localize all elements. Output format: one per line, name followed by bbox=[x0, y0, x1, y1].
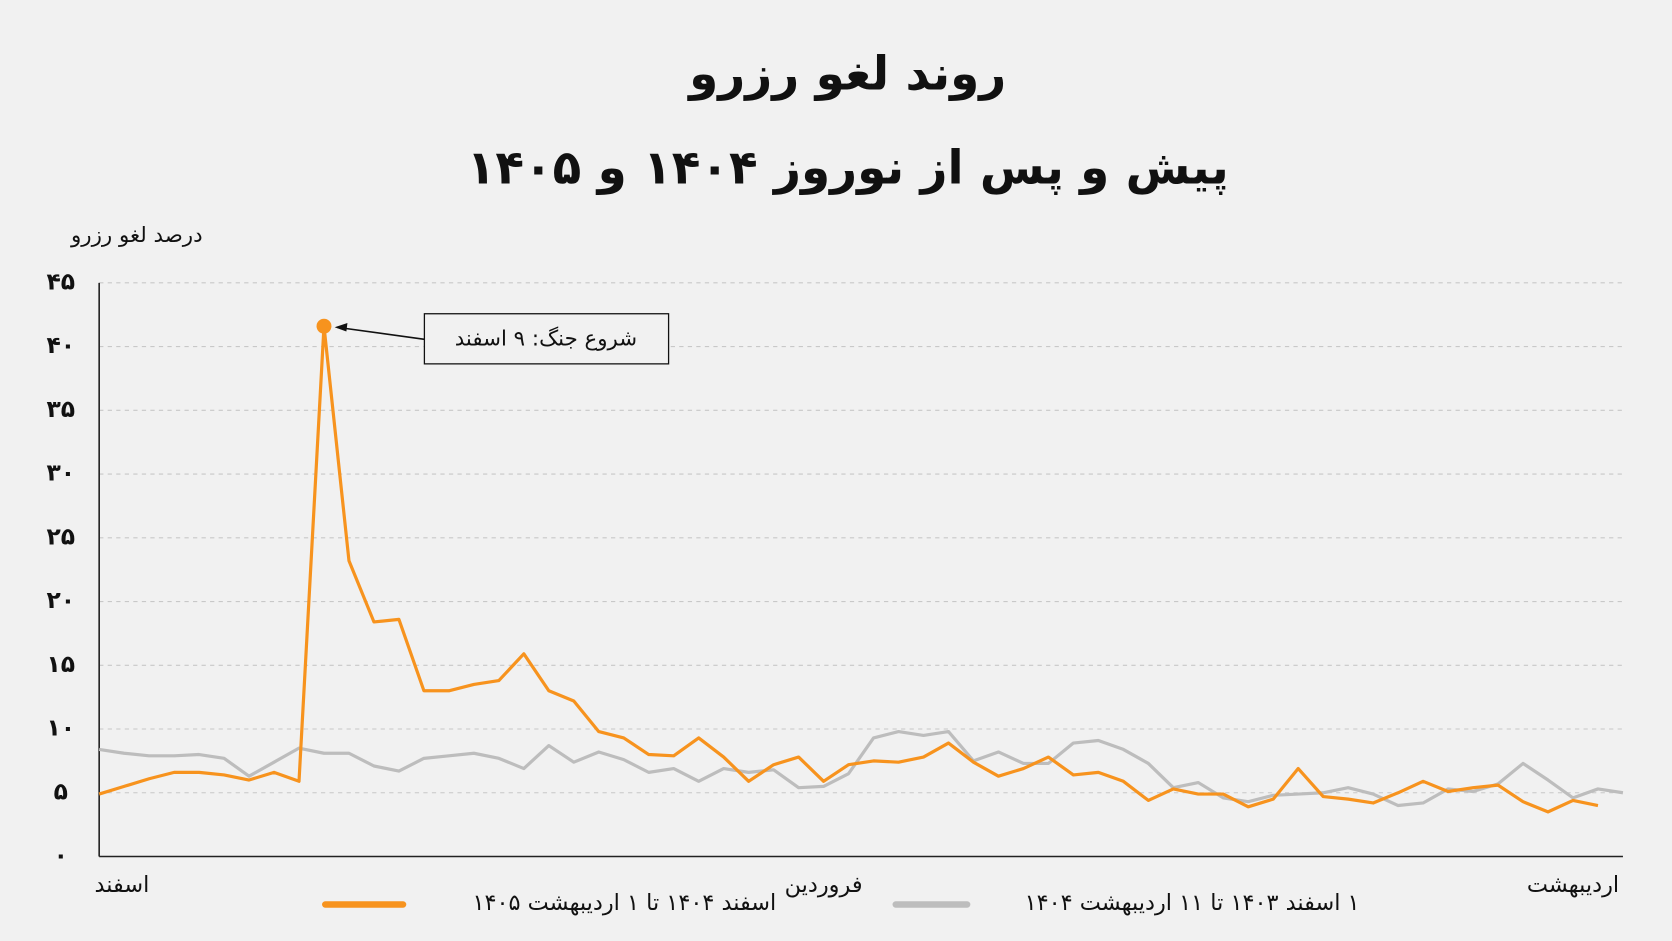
annotation-arrow bbox=[336, 326, 425, 341]
legend-label: ۱ اسفند ۱۴۰۳ تا ۱۱ اردیبهشت ۱۴۰۴ bbox=[1025, 890, 1360, 916]
chart-subtitle: پیش و پس از نوروز ۱۴۰۴ و ۱۴۰۵ bbox=[467, 140, 1229, 195]
legend-label: اسفند ۱۴۰۴ تا ۱ اردیبهشت ۱۴۰۵ bbox=[472, 890, 776, 916]
y-tick-label: ۳۰ bbox=[46, 459, 75, 487]
y-tick-label: ۱۵ bbox=[46, 650, 75, 678]
chart-title: روند لغو رزرو bbox=[687, 47, 1006, 102]
series-line bbox=[98, 324, 1599, 814]
y-tick-label: ۰ bbox=[54, 841, 68, 869]
annotation-point bbox=[316, 318, 332, 334]
y-tick-label: ۴۰ bbox=[46, 331, 75, 359]
y-tick-label: ۲۰ bbox=[46, 586, 75, 614]
annotation-arrowhead bbox=[334, 322, 348, 332]
series-line bbox=[98, 729, 1624, 808]
y-axis-label: درصد لغو رزرو bbox=[70, 223, 203, 248]
y-tick-label: ۵ bbox=[54, 777, 68, 805]
y-tick-label: ۴۵ bbox=[46, 267, 75, 295]
x-tick-label: اردیبهشت bbox=[1527, 872, 1619, 898]
x-tick-label: فروردین bbox=[785, 872, 863, 898]
annotation-text: شروع جنگ: ۹ اسفند bbox=[455, 326, 637, 351]
y-tick-label: ۳۵ bbox=[46, 395, 75, 423]
x-tick-label: اسفند bbox=[95, 872, 150, 898]
y-tick-label: ۱۰ bbox=[46, 714, 75, 742]
annotation-box bbox=[423, 313, 670, 365]
y-tick-label: ۲۵ bbox=[46, 522, 75, 550]
